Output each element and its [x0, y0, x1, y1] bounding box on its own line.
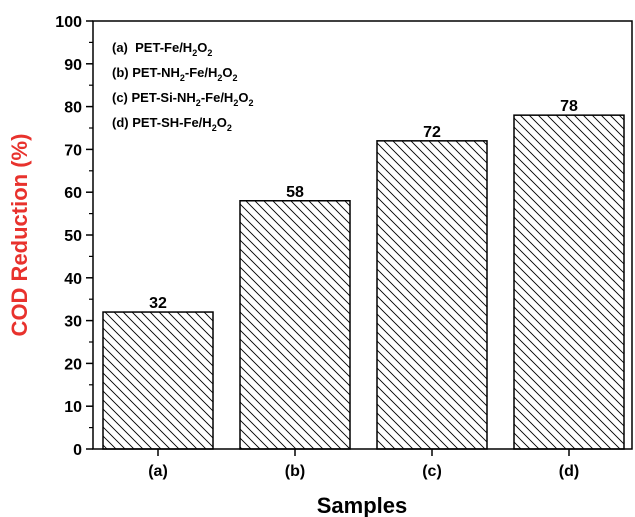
x-tick-label: (a) — [148, 463, 168, 480]
data-label-c: 72 — [423, 124, 441, 141]
legend-subscript: 2 — [217, 73, 222, 83]
legend-text-part: O — [238, 90, 248, 105]
legend-subscript: 2 — [233, 73, 238, 83]
legend-subscript: 2 — [180, 73, 185, 83]
y-tick-label: 10 — [64, 399, 82, 416]
x-tick-label: (d) — [559, 463, 579, 480]
legend-text-part: O — [197, 40, 207, 55]
y-tick-label: 70 — [64, 142, 82, 159]
y-tick-label: 50 — [64, 228, 82, 245]
legend-entry: (c) PET-Si-NH2-Fe/H2O2 — [112, 90, 253, 108]
y-tick-label: 60 — [64, 185, 82, 202]
legend-text-part: -Fe/H — [185, 65, 218, 80]
legend-entry: (a) PET-Fe/H2O2 — [112, 40, 212, 58]
data-label-a: 32 — [149, 295, 167, 312]
legend-text-part: PET-SH-Fe/H — [132, 115, 211, 130]
legend-text-part: PET-Si-NH — [132, 90, 196, 105]
legend-text-part: O — [222, 65, 232, 80]
legend-subscript: 2 — [248, 98, 253, 108]
bars-group — [102, 114, 625, 450]
legend-text-part: (d) — [112, 115, 132, 130]
bar-a — [102, 311, 214, 450]
data-label-b: 58 — [286, 184, 304, 201]
bar-d — [513, 114, 625, 450]
y-tick-label: 0 — [73, 442, 82, 459]
legend-subscript: 2 — [196, 98, 201, 108]
legend-subscript: 2 — [227, 123, 232, 133]
y-tick-label: 20 — [64, 356, 82, 373]
legend-text-part: (c) — [112, 90, 132, 105]
y-tick-label: 90 — [64, 57, 82, 74]
legend-text-part: O — [217, 115, 227, 130]
legend-entry: (d) PET-SH-Fe/H2O2 — [112, 115, 232, 133]
y-tick-label: 80 — [64, 100, 82, 117]
legend-subscript: 2 — [233, 98, 238, 108]
data-labels-group: 32 58 72 78 — [149, 98, 578, 312]
legend-subscript: 2 — [212, 123, 217, 133]
x-axis: (a) (b) (c) (d) — [148, 449, 579, 480]
legend-subscript: 2 — [192, 48, 197, 58]
bar-c — [376, 140, 488, 450]
legend-text-part: PET-NH — [132, 65, 180, 80]
y-tick-label: 100 — [55, 14, 82, 31]
legend-text-part: -Fe/H — [201, 90, 234, 105]
y-tick-label: 40 — [64, 271, 82, 288]
legend-entry: (b) PET-NH2-Fe/H2O2 — [112, 65, 238, 83]
data-label-d: 78 — [560, 98, 578, 115]
y-axis-title: COD Reduction (%) — [7, 134, 32, 337]
bar-b — [239, 200, 351, 450]
legend-text-part: (b) — [112, 65, 132, 80]
y-axis: 0 10 20 30 40 50 60 70 80 90 100 — [55, 14, 93, 459]
x-tick-label: (b) — [285, 463, 305, 480]
x-axis-title: Samples — [317, 493, 408, 517]
legend: (a) PET-Fe/H2O2(b) PET-NH2-Fe/H2O2(c) PE… — [112, 40, 253, 133]
legend-subscript: 2 — [207, 48, 212, 58]
x-tick-label: (c) — [422, 463, 442, 480]
legend-text-part: PET-Fe/H — [135, 40, 192, 55]
y-tick-label: 30 — [64, 314, 82, 331]
legend-text-part: (a) — [112, 40, 135, 55]
